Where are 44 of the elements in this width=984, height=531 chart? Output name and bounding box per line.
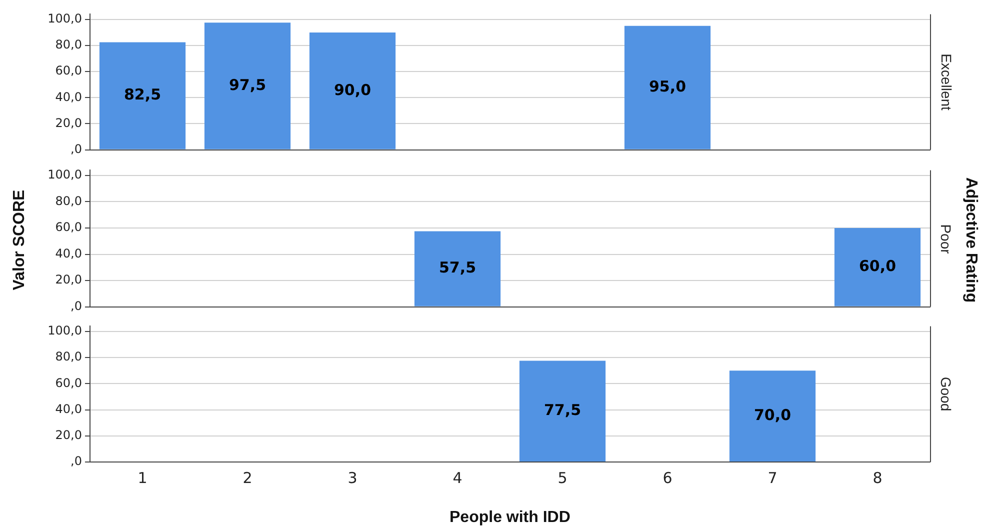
x-tick-label: 2 [242,468,252,487]
x-tick-label: 7 [768,468,778,487]
bar [99,42,186,150]
y-tick-label: 100,0 [48,12,82,26]
x-tick-label: 3 [348,468,358,487]
y-tick-label: 20,0 [55,116,82,130]
y-tick-label: 40,0 [55,90,82,104]
y-tick-label: 20,0 [55,272,82,287]
y-tick-label: 20,0 [55,428,82,442]
data-label: 60,0 [858,257,896,276]
y2-axis-title: Excellent [938,54,954,110]
x-tick-label: 4 [452,468,462,487]
y-axis-title: Valor SCORE [11,190,30,290]
y-tick-label: 80,0 [55,350,82,364]
y-tick-label: 100,0 [48,324,82,338]
y-tick-label: 40,0 [55,402,82,416]
y2-axis-title: Poor [938,224,954,254]
y-tick-label: 60,0 [55,220,82,234]
y-tick-label: 60,0 [55,376,82,390]
x-tick-label: 5 [558,468,568,487]
bar [204,22,291,150]
data-label: 90,0 [334,80,372,99]
y-tick-label: 80,0 [55,194,82,208]
y-tick-label: 40,0 [55,246,82,260]
bar [309,32,396,150]
data-label: 57,5 [438,258,476,277]
y2-axis-title: Good [938,376,954,412]
x-tick-label: 6 [662,468,672,487]
y-tick-label: ,0 [70,142,82,156]
data-label: 77,5 [544,401,582,420]
y-tick-label: ,0 [70,298,82,313]
y-tick-label: 100,0 [48,168,82,182]
y-tick-label: ,0 [70,454,82,468]
y-tick-label: 80,0 [55,38,82,52]
data-label: 70,0 [754,406,792,424]
y-tick-label: 60,0 [55,64,82,78]
x-tick-label: 1 [138,468,148,487]
data-label: 97,5 [228,76,266,94]
bar [624,26,711,150]
x-tick-label: 8 [872,468,882,487]
x-axis-title: People with IDD [450,509,570,527]
data-label: 95,0 [648,78,686,96]
data-label: 82,5 [124,86,162,104]
text: Adjective Rating [961,177,980,303]
